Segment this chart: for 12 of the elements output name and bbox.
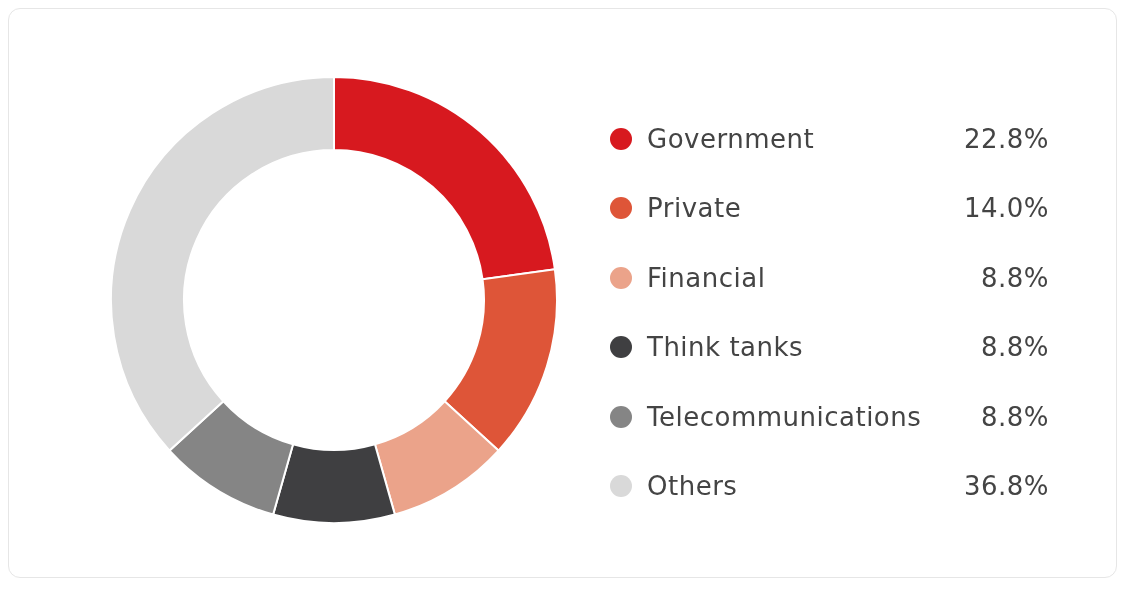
data-label: 8.8% <box>980 401 1049 432</box>
legend-label: Others <box>647 471 739 502</box>
legend-label: Telecommunications <box>647 401 923 432</box>
data-label: 22.8% <box>963 123 1049 154</box>
data-label: 8.8% <box>980 262 1049 293</box>
data-label: 36.8% <box>963 471 1049 502</box>
legend-label: Think tanks <box>647 332 805 363</box>
data-label: 14.0% <box>963 193 1049 224</box>
legend-label: Government <box>647 123 816 154</box>
data-label: 8.8% <box>980 332 1049 363</box>
legend-label: Financial <box>647 262 767 293</box>
legend-label: Private <box>647 193 743 224</box>
